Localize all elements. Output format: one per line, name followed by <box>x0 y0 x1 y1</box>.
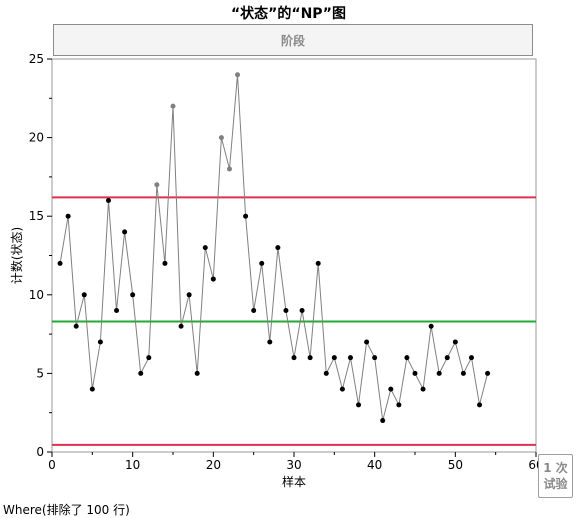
y-axis-title: 计数(状态) <box>9 227 24 284</box>
data-point <box>299 308 305 314</box>
data-point <box>380 418 386 424</box>
data-point <box>396 402 402 408</box>
data-point <box>122 229 128 235</box>
data-point <box>388 386 394 392</box>
data-point <box>105 197 111 203</box>
data-point <box>436 370 442 376</box>
data-point <box>364 339 370 345</box>
data-point <box>97 339 103 345</box>
y-tick-label: 15 <box>29 209 44 223</box>
data-point <box>428 323 434 329</box>
data-point <box>412 370 418 376</box>
data-point <box>251 308 257 314</box>
phase-header: 阶段 <box>53 24 533 56</box>
x-axis-title: 样本 <box>282 474 306 489</box>
data-point <box>235 72 241 78</box>
data-point <box>372 355 378 361</box>
x-tick-label: 50 <box>448 458 463 472</box>
data-point <box>57 260 63 266</box>
data-point <box>130 292 136 298</box>
data-point <box>210 276 216 282</box>
phase-label: 阶段 <box>280 33 305 48</box>
chart-title: “状态”的“NP”图 <box>230 6 347 22</box>
x-tick-label: 20 <box>206 458 221 472</box>
where-note: Where(排除了 100 行) <box>3 503 130 517</box>
data-point <box>114 308 120 314</box>
data-point <box>315 260 321 266</box>
data-point <box>347 355 353 361</box>
data-point <box>170 103 176 109</box>
data-point <box>243 213 249 219</box>
plot-frame <box>51 58 537 453</box>
data-point <box>444 355 450 361</box>
data-point <box>420 386 426 392</box>
data-point <box>275 245 281 251</box>
y-tick-label: 20 <box>29 131 44 145</box>
data-point <box>356 402 362 408</box>
data-point <box>468 355 474 361</box>
data-point <box>218 135 224 141</box>
data-point <box>194 370 200 376</box>
data-point <box>283 308 289 314</box>
data-point <box>404 355 410 361</box>
data-point <box>81 292 87 298</box>
data-point <box>485 370 491 376</box>
data-point <box>323 370 329 376</box>
data-point <box>226 166 232 172</box>
data-point <box>138 370 144 376</box>
data-point <box>154 182 160 188</box>
trials-button[interactable]: 1 次试验 <box>538 454 573 498</box>
x-tick-label: 30 <box>286 458 301 472</box>
data-point <box>186 292 192 298</box>
data-point <box>162 260 168 266</box>
y-tick-label: 0 <box>36 445 44 459</box>
data-point <box>65 213 71 219</box>
data-point <box>331 355 337 361</box>
data-point <box>178 323 184 329</box>
data-point <box>202 245 208 251</box>
data-point <box>291 355 297 361</box>
data-point <box>146 355 152 361</box>
x-tick-label: 40 <box>367 458 382 472</box>
data-point <box>452 339 458 345</box>
y-tick-label: 25 <box>29 52 44 66</box>
data-point <box>460 370 466 376</box>
x-tick-label: 0 <box>48 458 56 472</box>
data-point <box>477 402 483 408</box>
data-point <box>307 355 313 361</box>
x-tick-label: 10 <box>125 458 140 472</box>
data-point <box>259 260 265 266</box>
data-point <box>89 386 95 392</box>
data-point <box>73 323 79 329</box>
y-tick-label: 10 <box>29 288 44 302</box>
series-line <box>59 74 489 421</box>
data-point <box>267 339 273 345</box>
y-tick-label: 5 <box>36 366 44 380</box>
data-point <box>339 386 345 392</box>
